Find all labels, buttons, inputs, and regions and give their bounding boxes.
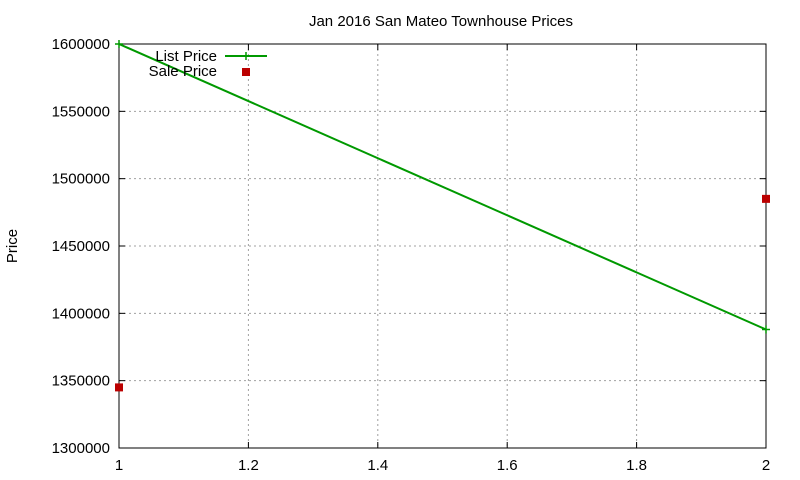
y-tick-label: 1400000 xyxy=(52,305,110,322)
x-tick-label: 1.2 xyxy=(238,457,259,474)
y-tick-label: 1300000 xyxy=(52,440,110,457)
legend-marker-list-price xyxy=(242,52,250,60)
legend-label-list-price: List Price xyxy=(155,48,217,65)
legend: List Price Sale Price xyxy=(149,48,267,80)
x-tick-label: 1.4 xyxy=(367,457,388,474)
chart-title: Jan 2016 San Mateo Townhouse Prices xyxy=(309,13,573,30)
y-tick-label: 1350000 xyxy=(52,373,110,390)
data-point-list-price xyxy=(115,40,123,48)
y-tick-label: 1550000 xyxy=(52,103,110,120)
legend-marker-sale-price xyxy=(242,68,250,76)
grid-layer xyxy=(119,44,766,448)
x-tick-label: 1.8 xyxy=(626,457,647,474)
y-tick-label: 1600000 xyxy=(52,36,110,53)
legend-label-sale-price: Sale Price xyxy=(149,63,217,80)
y-tick-label: 1450000 xyxy=(52,238,110,255)
y-tick-label: 1500000 xyxy=(52,171,110,188)
data-point-sale-price xyxy=(762,194,770,203)
x-tick-label: 2 xyxy=(762,457,770,474)
plot-frame xyxy=(118,43,767,449)
series-layer xyxy=(115,40,770,392)
y-axis-label: Price xyxy=(4,229,21,263)
tick-layer: 1300000 1350000 1400000 1450000 1500000 15500… xyxy=(52,36,771,474)
x-tick-label: 1.6 xyxy=(497,457,518,474)
series-line-list-price xyxy=(118,43,767,331)
x-tick-label: 1 xyxy=(115,457,123,474)
data-point-list-price xyxy=(762,325,770,334)
data-point-sale-price xyxy=(115,383,123,392)
